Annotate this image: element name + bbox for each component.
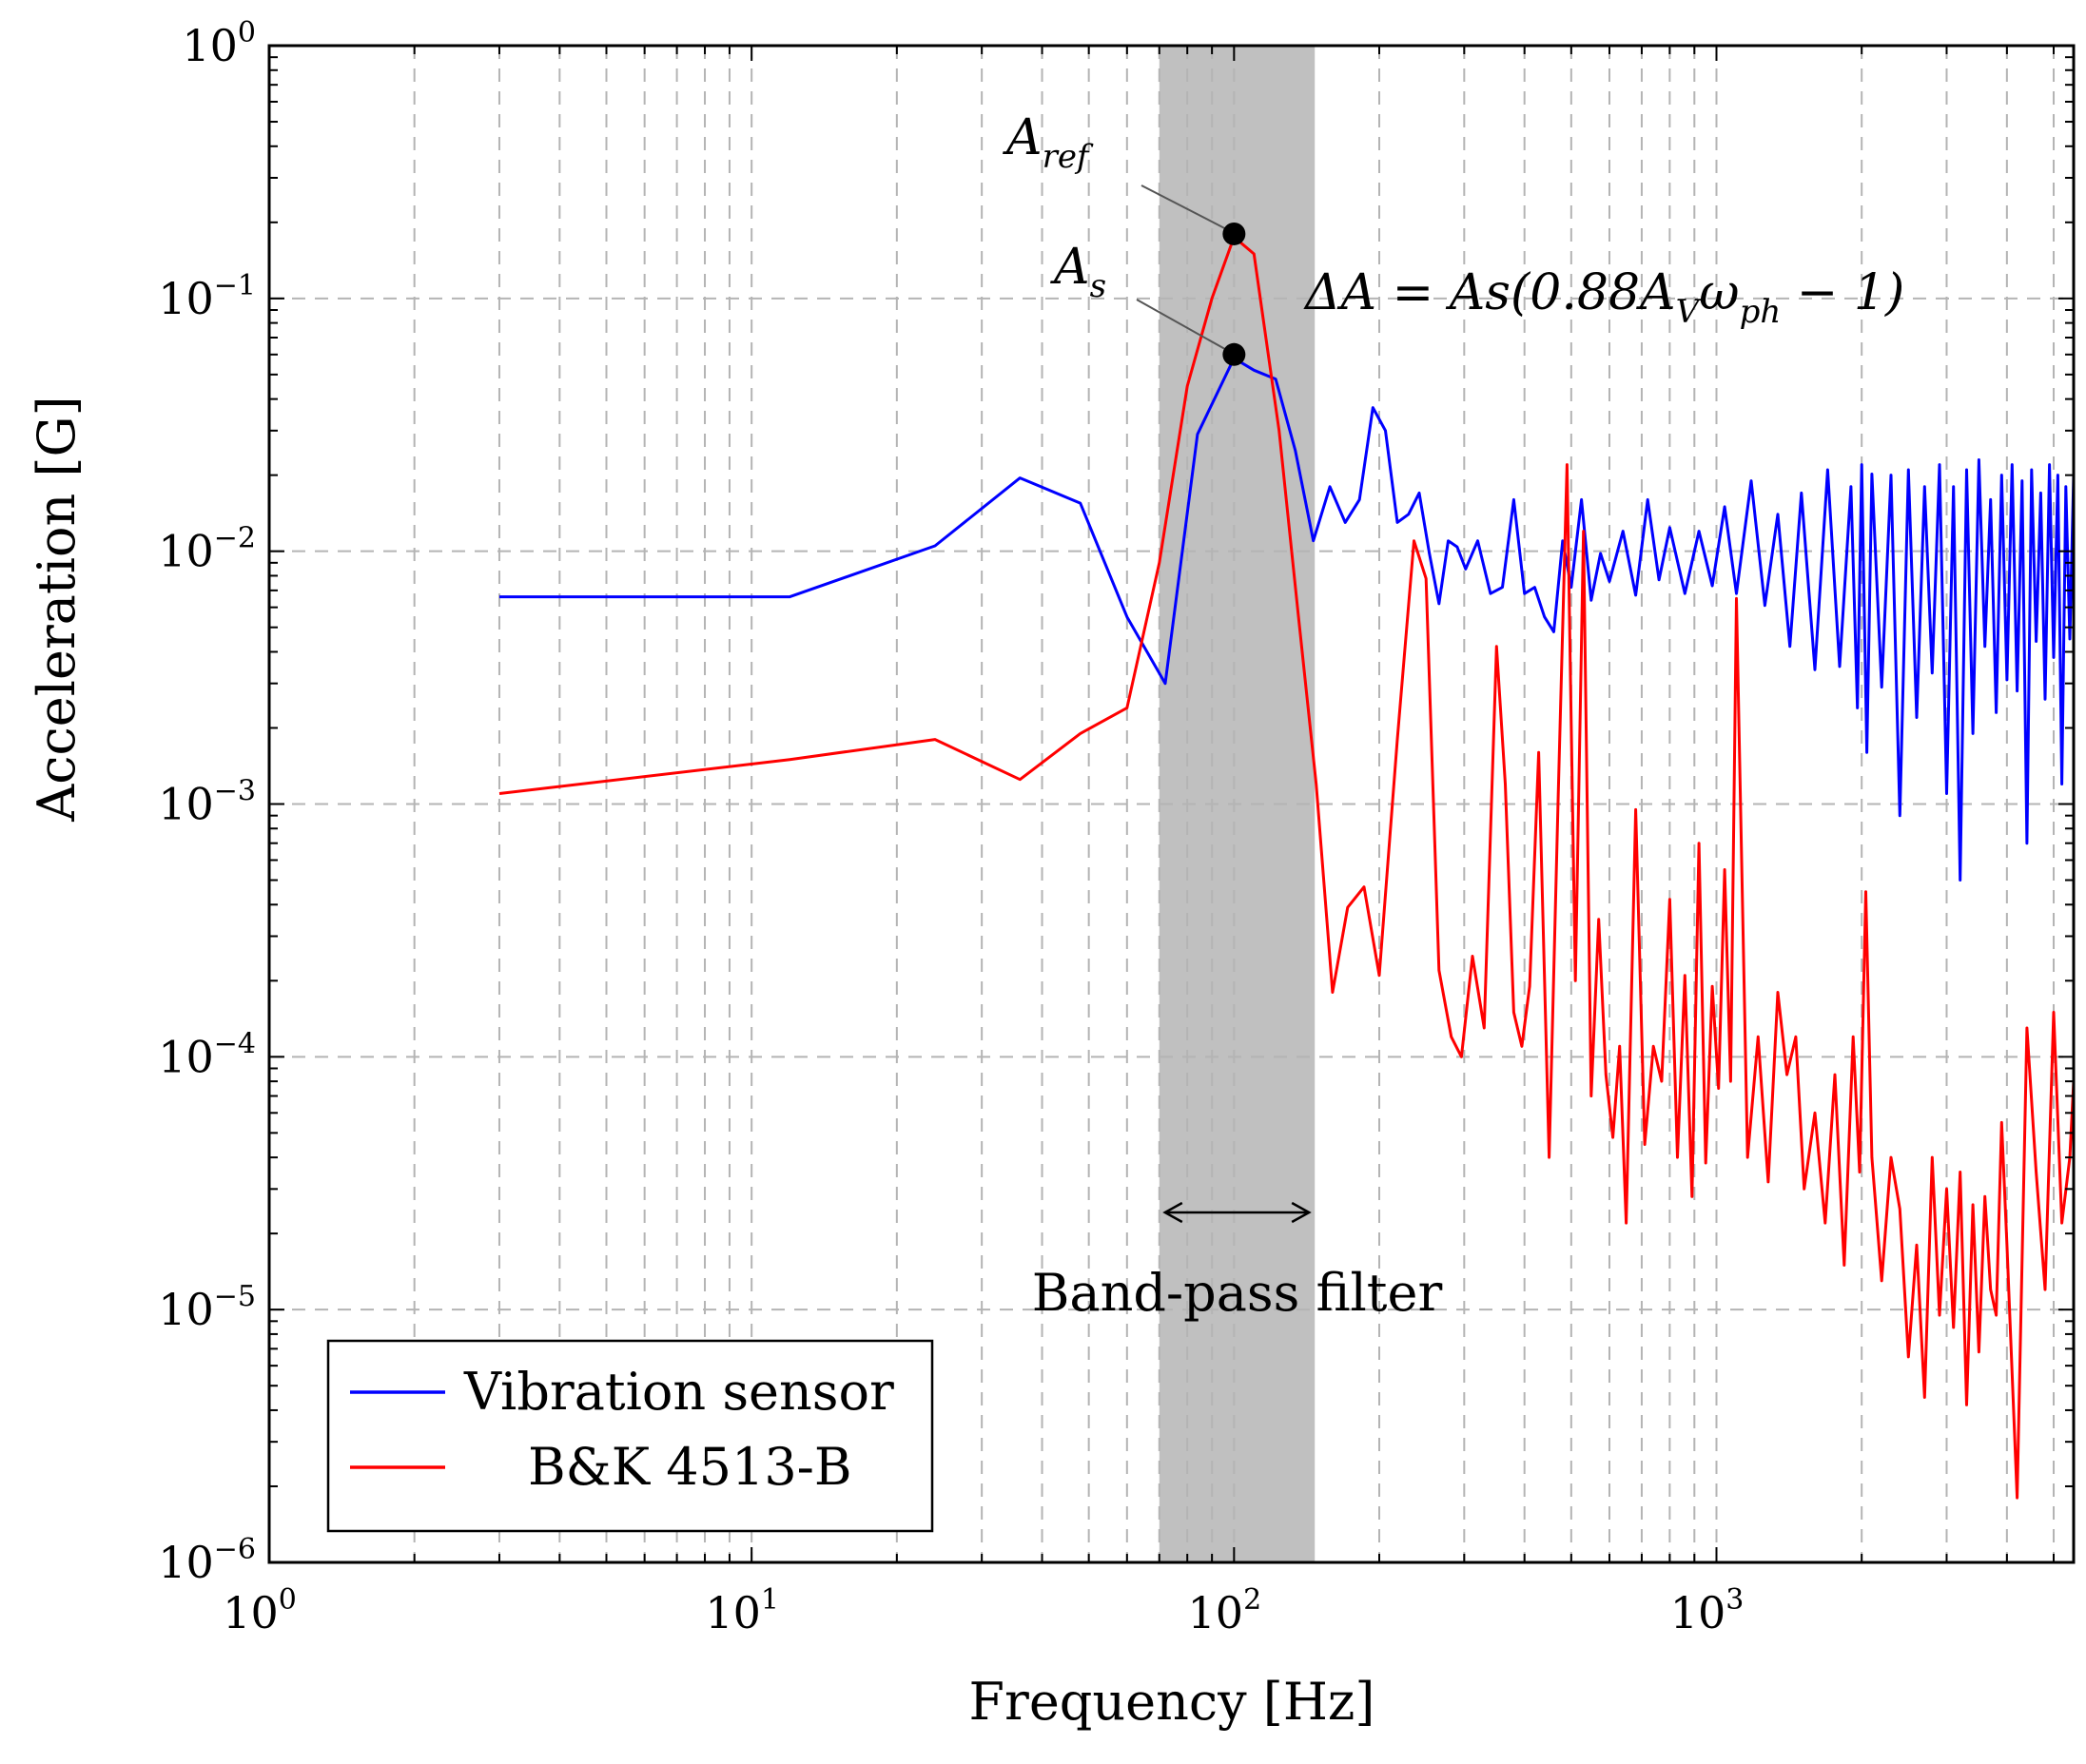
x-tick-label: 100 (223, 1583, 297, 1638)
x-axis-title: Frequency [Hz] (969, 1672, 1375, 1732)
axis-layer: 100 101 102 103 100 10−1 10−2 10−3 10−4 10−5 10−6 (158, 16, 2076, 1638)
series-line-vibration-sensor (499, 357, 2076, 882)
y-axis-title: Acceleration [G] (27, 396, 87, 822)
y-tick-label: 10−1 (158, 269, 256, 324)
x-tick-label: 102 (1188, 1583, 1262, 1638)
a-ref-marker (1222, 222, 1246, 245)
legend: Vibration sensor B&K 4513-B (326, 1339, 934, 1533)
y-tick-label: 10−3 (158, 775, 256, 830)
annotation-layer: Aref As ΔA = As(0.88AVωph − 1) Band-pass fi… (1003, 109, 1904, 1323)
formula-label: ΔA = As(0.88AVωph − 1) (1303, 264, 1904, 331)
band-arrow-left-head (1162, 1201, 1183, 1224)
y-tick-label: 100 (182, 16, 256, 71)
y-tick-label: 10−6 (158, 1533, 256, 1588)
x-tick-label: 101 (705, 1583, 779, 1638)
band-arrow-right-head (1291, 1201, 1312, 1224)
legend-box (326, 1339, 934, 1533)
a-s-leader-line (1136, 299, 1225, 350)
y-tick-label: 10−2 (158, 522, 256, 577)
series-layer (498, 235, 2076, 1500)
a-ref-leader-line (1140, 184, 1225, 229)
y-tick-label: 10−5 (158, 1280, 256, 1335)
a-ref-label: Aref (1003, 109, 1094, 176)
y-tick-label: 10−4 (158, 1027, 256, 1082)
series-line-bk-4513b (498, 235, 2076, 1500)
band-pass-label: Band-pass filter (1032, 1263, 1443, 1323)
x-tick-label: 103 (1670, 1583, 1745, 1638)
a-s-label: As (1050, 239, 1106, 305)
legend-label-bk-4513b: B&K 4513-B (528, 1437, 852, 1497)
a-s-marker (1222, 342, 1246, 366)
legend-label-vibration-sensor: Vibration sensor (463, 1362, 894, 1422)
